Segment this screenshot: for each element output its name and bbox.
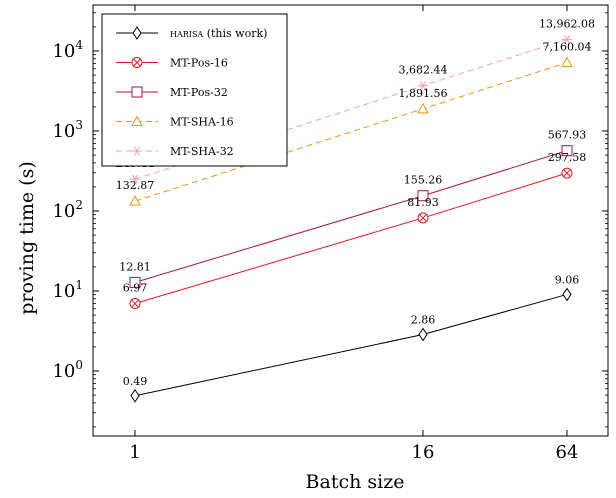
- data-label: 1,891.56: [399, 87, 448, 100]
- data-point: [131, 115, 143, 126]
- x-axis: 1 16 64: [129, 5, 578, 463]
- y-tick-label: 102: [52, 198, 83, 222]
- data-point: [417, 212, 429, 224]
- data-point: [561, 56, 573, 68]
- square-marker: [561, 145, 573, 157]
- data-label: 567.93: [548, 129, 587, 142]
- y-axis-title: proving time (s): [16, 161, 38, 315]
- data-point: [130, 174, 140, 184]
- y-tick-label: 100: [52, 358, 83, 382]
- legend-entry: harisa (this work): [170, 27, 267, 40]
- data-label: 7,160.04: [543, 41, 592, 54]
- data-label: 13,962.08: [539, 17, 595, 30]
- data-label: 297.58: [548, 151, 587, 164]
- diamond-marker: [130, 388, 140, 403]
- data-point: [131, 86, 143, 98]
- data-label: 81.93: [407, 196, 439, 209]
- data-label: 0.49: [123, 375, 148, 388]
- triangle-marker: [561, 56, 573, 68]
- data-point: [417, 190, 429, 202]
- y-tick-label: 104: [52, 38, 83, 62]
- data-point: [129, 276, 141, 288]
- cross-stroke: [131, 299, 139, 308]
- series-line: [134, 172, 568, 305]
- triangle-marker: [131, 115, 143, 126]
- triangle-marker: [417, 102, 429, 114]
- data-label: 3,682.44: [399, 64, 448, 77]
- data-label: 12.81: [119, 260, 151, 273]
- data-point: [417, 102, 429, 114]
- series-line: [134, 150, 568, 283]
- data-point: [562, 34, 572, 44]
- legend-entry: MT-SHA-32: [170, 145, 234, 158]
- data-point: [561, 167, 573, 179]
- x-tick-label: 64: [556, 442, 579, 463]
- data-labels: 0.49 2.86 9.06 6.97 81.93 297.58 12.81 155.26 56…: [116, 17, 595, 387]
- data-label: 155.26: [404, 174, 443, 187]
- data-point: [130, 388, 140, 403]
- square-marker: [129, 276, 141, 288]
- diamond-marker: [132, 26, 142, 40]
- data-label: 6.97: [123, 282, 148, 295]
- star-stroke: [132, 174, 138, 184]
- legend-entry: MT-Pos-32: [170, 86, 228, 99]
- data-point: [418, 327, 428, 342]
- cross-stroke: [563, 169, 571, 177]
- y-axis: 100 101 102 103 104: [52, 12, 608, 428]
- star-stroke: [420, 81, 426, 91]
- cross-stroke: [419, 214, 427, 222]
- data-label: 132.87: [116, 179, 155, 192]
- diamond-marker: [562, 287, 572, 302]
- x-tick-label: 16: [412, 442, 435, 463]
- legend-entry: MT-SHA-16: [170, 116, 234, 129]
- data-point: [418, 81, 428, 91]
- data-point: [131, 57, 143, 68]
- diamond-marker: [418, 327, 428, 342]
- data-point: [132, 26, 142, 40]
- plot-border: [92, 4, 609, 437]
- data-point: [129, 298, 141, 310]
- star-stroke: [134, 146, 140, 156]
- series-line: [134, 293, 568, 397]
- cross-stroke: [133, 58, 141, 67]
- data-label: 2.86: [411, 313, 436, 326]
- square-marker: [417, 190, 429, 202]
- data-label: 9.06: [555, 273, 580, 286]
- data-point: [129, 195, 141, 206]
- square-marker: [131, 86, 143, 98]
- legend: harisa (this work) MT-Pos-16 MT-Pos-32 MT-S…: [101, 13, 288, 167]
- star-stroke: [564, 34, 570, 44]
- legend-entry: MT-Pos-16: [170, 57, 228, 70]
- triangle-marker: [129, 195, 141, 206]
- y-tick-label: 101: [52, 278, 83, 302]
- x-tick-label: 1: [129, 442, 140, 463]
- data-point: [562, 287, 572, 302]
- data-point: [132, 146, 142, 156]
- plot-area: [92, 4, 609, 437]
- x-axis-title: Batch size: [306, 471, 405, 493]
- data-point: [561, 145, 573, 157]
- y-tick-label: 103: [52, 118, 83, 142]
